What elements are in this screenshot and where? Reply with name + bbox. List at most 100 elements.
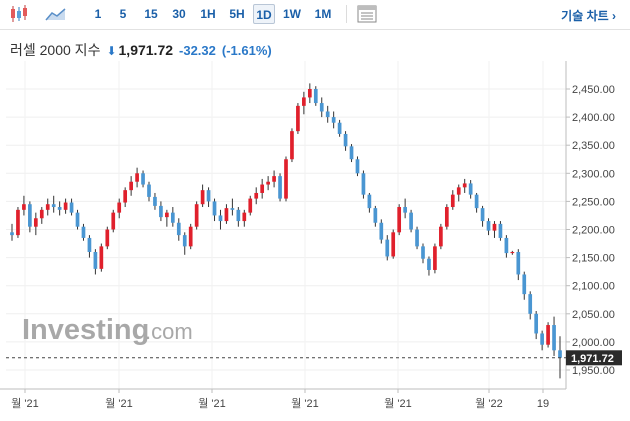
candle (63, 198, 68, 214)
candlestick-icon[interactable] (8, 4, 30, 24)
interval-button-1[interactable]: 1 (94, 7, 102, 21)
candle-body (51, 204, 56, 208)
candle (540, 330, 544, 351)
candle (302, 91, 306, 115)
candle-body (373, 208, 378, 223)
candle-body (474, 194, 479, 209)
candle (69, 198, 74, 216)
candle-body (176, 222, 181, 236)
candle-body (10, 232, 14, 236)
candle-body (516, 251, 521, 275)
candle-body (355, 159, 360, 174)
candle (212, 198, 217, 222)
interval-button-1d[interactable]: 1D (253, 4, 275, 24)
candle (28, 201, 32, 233)
candle-body (87, 237, 92, 252)
candle (236, 207, 241, 227)
candle (75, 209, 80, 230)
interval-button-1m[interactable]: 1M (314, 7, 332, 21)
y-tick-label: 1,950.00 (572, 365, 615, 377)
candle (337, 119, 342, 137)
candle-body (361, 173, 366, 195)
candle-body (218, 215, 223, 222)
candle (170, 207, 175, 227)
x-tick-label: 월 '21 (198, 397, 226, 410)
interval-button-1h[interactable]: 1H (200, 7, 216, 21)
candle-body (242, 212, 247, 222)
candle (93, 249, 98, 275)
candle-body (486, 221, 491, 231)
candle-body (450, 194, 455, 208)
candle-body (188, 226, 193, 247)
candle (319, 97, 324, 118)
candle-body (468, 183, 473, 195)
candle-body (444, 207, 449, 227)
candle (147, 181, 151, 202)
interval-button-1w[interactable]: 1W (283, 7, 301, 21)
table-icon[interactable] (356, 4, 378, 24)
interval-button-5h[interactable]: 5H (229, 7, 245, 21)
candle-body (69, 202, 74, 213)
technical-chart-link[interactable]: 기술 차트 › (561, 9, 616, 23)
candle (206, 187, 211, 208)
x-tick-label: 19 (537, 398, 549, 410)
candle-body (141, 173, 145, 185)
candle-body (129, 181, 133, 191)
candle (450, 190, 455, 210)
last-price-marker-text: 1,971.72 (571, 353, 614, 365)
candle-body (230, 208, 235, 210)
candle-body (504, 237, 509, 254)
candle (462, 178, 467, 193)
candle (45, 198, 50, 216)
candle (498, 221, 503, 241)
candle-body (319, 103, 324, 112)
candle-body (117, 202, 122, 213)
candle-body (367, 194, 372, 209)
candle (480, 205, 485, 227)
candle-body (248, 198, 253, 213)
instrument-name: 러셀 2000 지수 (10, 42, 101, 58)
candle-body (558, 350, 562, 358)
candle (176, 218, 181, 241)
candle-body (397, 207, 402, 233)
candle-body (433, 246, 437, 270)
candle-body (22, 204, 26, 210)
y-tick-label: 2,050.00 (572, 309, 615, 321)
candle-body (165, 212, 169, 218)
candle-body (522, 274, 527, 295)
interval-button-15[interactable]: 15 (144, 7, 158, 21)
candle (123, 187, 128, 208)
candle (272, 170, 276, 188)
candle-body (170, 212, 175, 223)
candle (248, 195, 253, 216)
price-chart[interactable]: 2,450.00 2,400.00 2,350.00 2,300.00 2,250.00… (0, 61, 630, 421)
interval-button-30[interactable]: 30 (172, 7, 186, 21)
candle (534, 310, 539, 340)
candle (278, 173, 282, 202)
candle (57, 201, 62, 216)
candle-body (427, 258, 431, 270)
candle-body (212, 201, 217, 216)
candle (385, 235, 390, 261)
candle (391, 229, 396, 259)
candle (99, 243, 104, 272)
candle (307, 83, 312, 104)
candle (290, 128, 294, 163)
candle-body (552, 325, 556, 351)
candle (361, 170, 366, 199)
candle (87, 235, 92, 258)
candle-body (123, 190, 128, 203)
candle-body (546, 325, 550, 345)
candle-body (200, 190, 205, 205)
candle-body (272, 176, 276, 182)
y-tick-label: 2,150.00 (572, 253, 615, 265)
interval-button-5[interactable]: 5 (119, 7, 127, 21)
candle-body (409, 212, 413, 230)
chart-toolbar: 1 5 15 30 1H 5H 1D 1W 1M 기술 차트 › (0, 0, 630, 30)
x-tick-label: 월 '21 (291, 397, 319, 410)
candle-body (290, 131, 294, 160)
candle-body (194, 204, 199, 227)
area-chart-icon[interactable] (44, 4, 68, 24)
candle (51, 195, 56, 213)
x-tick-label: 월 '21 (105, 397, 133, 410)
